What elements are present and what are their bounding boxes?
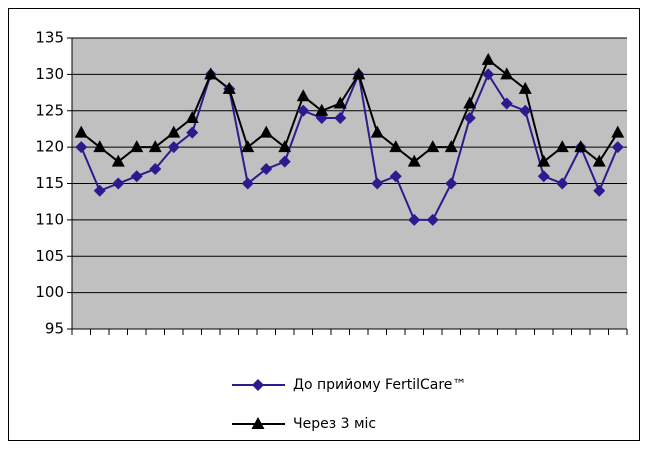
marker [555, 140, 569, 153]
marker [481, 52, 495, 65]
y-tick-label: 135 [35, 29, 64, 47]
marker [426, 213, 439, 226]
marker [407, 154, 421, 167]
y-tick-label: 130 [35, 65, 64, 83]
marker [93, 140, 107, 153]
marker [167, 141, 180, 154]
marker [75, 141, 88, 154]
marker [611, 141, 624, 154]
marker [252, 379, 264, 391]
marker [241, 177, 254, 190]
marker [370, 125, 384, 138]
y-tick-label: 95 [45, 320, 64, 338]
marker [352, 67, 366, 80]
marker [463, 96, 477, 109]
marker [149, 162, 162, 175]
marker [259, 125, 273, 138]
marker [130, 170, 143, 183]
marker [371, 177, 384, 190]
marker [186, 126, 199, 139]
marker [333, 96, 347, 109]
marker [537, 170, 550, 183]
marker [518, 81, 532, 94]
marker [148, 140, 162, 153]
marker [278, 155, 291, 168]
marker [204, 67, 218, 80]
marker [111, 154, 125, 167]
marker [167, 125, 181, 138]
marker [222, 81, 236, 94]
marker [408, 213, 421, 226]
marker [185, 111, 199, 124]
marker [519, 104, 532, 117]
marker [611, 125, 625, 138]
marker [278, 140, 292, 153]
marker [389, 170, 402, 183]
marker [463, 112, 476, 125]
marker [574, 140, 588, 153]
y-tick-label: 110 [35, 210, 64, 228]
y-tick-label: 115 [35, 174, 64, 192]
legend-label: До прийому FertilCare™ [293, 377, 466, 393]
y-tick-label: 125 [35, 101, 64, 119]
y-tick-label: 100 [35, 283, 64, 301]
marker [593, 184, 606, 197]
marker [112, 177, 125, 190]
marker [260, 162, 273, 175]
marker [389, 140, 403, 153]
marker [426, 140, 440, 153]
marker [592, 154, 606, 167]
marker [445, 177, 458, 190]
marker [500, 97, 513, 110]
marker [297, 104, 310, 117]
marker [93, 184, 106, 197]
marker [241, 140, 255, 153]
legend-label: Через 3 міс [293, 416, 376, 432]
marker [296, 89, 310, 102]
marker [537, 154, 551, 167]
marker [74, 125, 88, 138]
marker [315, 103, 329, 116]
marker [334, 112, 347, 125]
y-tick-label: 105 [35, 247, 64, 265]
marker [556, 177, 569, 190]
y-tick-label: 120 [35, 138, 64, 156]
marker [251, 417, 265, 429]
marker [500, 67, 514, 80]
marker [444, 140, 458, 153]
marker [482, 68, 495, 81]
series-line [80, 70, 619, 221]
marker [130, 140, 144, 153]
